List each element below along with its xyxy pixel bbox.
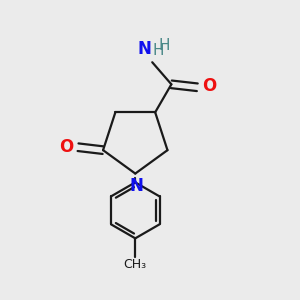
Text: CH₃: CH₃ — [124, 258, 147, 272]
Text: N: N — [130, 177, 144, 195]
Text: H: H — [159, 38, 170, 53]
Text: O: O — [59, 138, 73, 156]
Text: H: H — [153, 43, 164, 58]
Text: N: N — [137, 40, 151, 58]
Text: O: O — [202, 77, 216, 95]
